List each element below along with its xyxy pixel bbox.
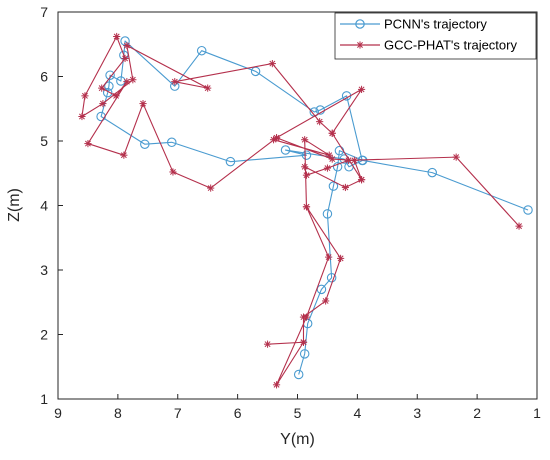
legend-marker-pcnn [355,19,365,29]
data-point [515,222,523,230]
x-tick-label: 4 [353,405,361,421]
legend-marker-gcc [356,41,364,49]
y-tick-label: 2 [40,327,48,343]
data-point [301,150,312,160]
data-point [129,76,137,84]
data-point [169,168,177,176]
x-tick-label: 5 [294,405,302,421]
data-point [322,297,330,305]
x-axis-label: Y(m) [280,431,315,448]
data-point [78,112,86,121]
y-tick-label: 4 [40,198,48,214]
data-point [357,176,366,184]
x-tick-label: 1 [533,405,541,421]
x-tick-label: 2 [473,405,481,421]
data-point [301,136,309,144]
x-tick-label: 3 [413,405,421,421]
data-point [357,85,366,93]
data-point [332,162,343,172]
x-tick-label: 6 [234,405,242,421]
data-point [272,134,281,142]
data-point [280,145,291,155]
data-point [325,151,333,159]
data-point [427,167,437,178]
data-point [325,253,333,261]
data-point [102,87,113,98]
data-point [328,129,336,137]
data-point [171,78,179,86]
data-point [293,369,304,380]
series-line [81,35,363,189]
x-tick-label: 7 [174,405,182,421]
data-point [299,338,308,346]
data-point [204,84,212,92]
data-point [113,32,121,41]
data-point [116,76,126,86]
data-point [140,139,150,149]
data-point [301,163,309,171]
legend-star-glyph [356,41,364,49]
data-point [123,78,131,86]
y-tick-label: 5 [40,133,48,149]
y-tick-label: 3 [40,262,48,278]
legend-label-gcc: GCC-PHAT's trajectory [384,38,517,53]
data-point [81,92,89,100]
y-axis-ticks: 1 2 3 4 5 6 7 [40,4,63,407]
data-point [98,84,106,92]
data-point [302,171,311,179]
y-axis-label: Z(m) [6,188,23,222]
data-point [112,92,120,100]
data-point [104,81,114,91]
data-point [299,349,310,359]
data-point [123,41,131,50]
data-point [225,156,236,167]
data-point [99,99,107,108]
data-point [302,313,311,321]
data-point [316,118,324,126]
x-tick-label: 8 [114,405,122,421]
data-point [121,54,129,63]
plot-area [57,11,538,400]
data-point [341,183,349,192]
data-point [302,203,311,211]
y-tick-label: 7 [40,4,48,20]
legend-label-pcnn: PCNN's trajectory [384,17,487,32]
x-axis-ticks: 9 8 7 6 5 4 3 2 1 [54,394,541,421]
data-point [139,99,147,108]
data-point [328,155,336,163]
series-2 [78,32,366,192]
data-point [105,70,115,80]
data-point [322,209,333,219]
data-point [268,60,276,68]
y-tick-label: 1 [40,391,48,407]
data-point [350,156,358,164]
data-point [196,45,207,56]
data-point [337,254,345,262]
axes-box [57,11,538,400]
data-point [326,272,337,283]
series-line [100,40,529,375]
data-point [207,184,215,192]
data-point [120,151,128,159]
data-point [323,164,332,172]
series-layer [78,32,533,389]
data-point [272,381,281,389]
data-point [452,153,460,161]
legend: PCNN's trajectory GCC-PHAT's trajectory [334,12,537,60]
y-tick-label: 6 [40,69,48,85]
data-point [84,139,92,148]
legend-box [334,12,537,60]
data-point [523,205,533,215]
data-point [263,340,272,348]
x-tick-label: 9 [54,405,62,421]
data-point [167,137,177,148]
